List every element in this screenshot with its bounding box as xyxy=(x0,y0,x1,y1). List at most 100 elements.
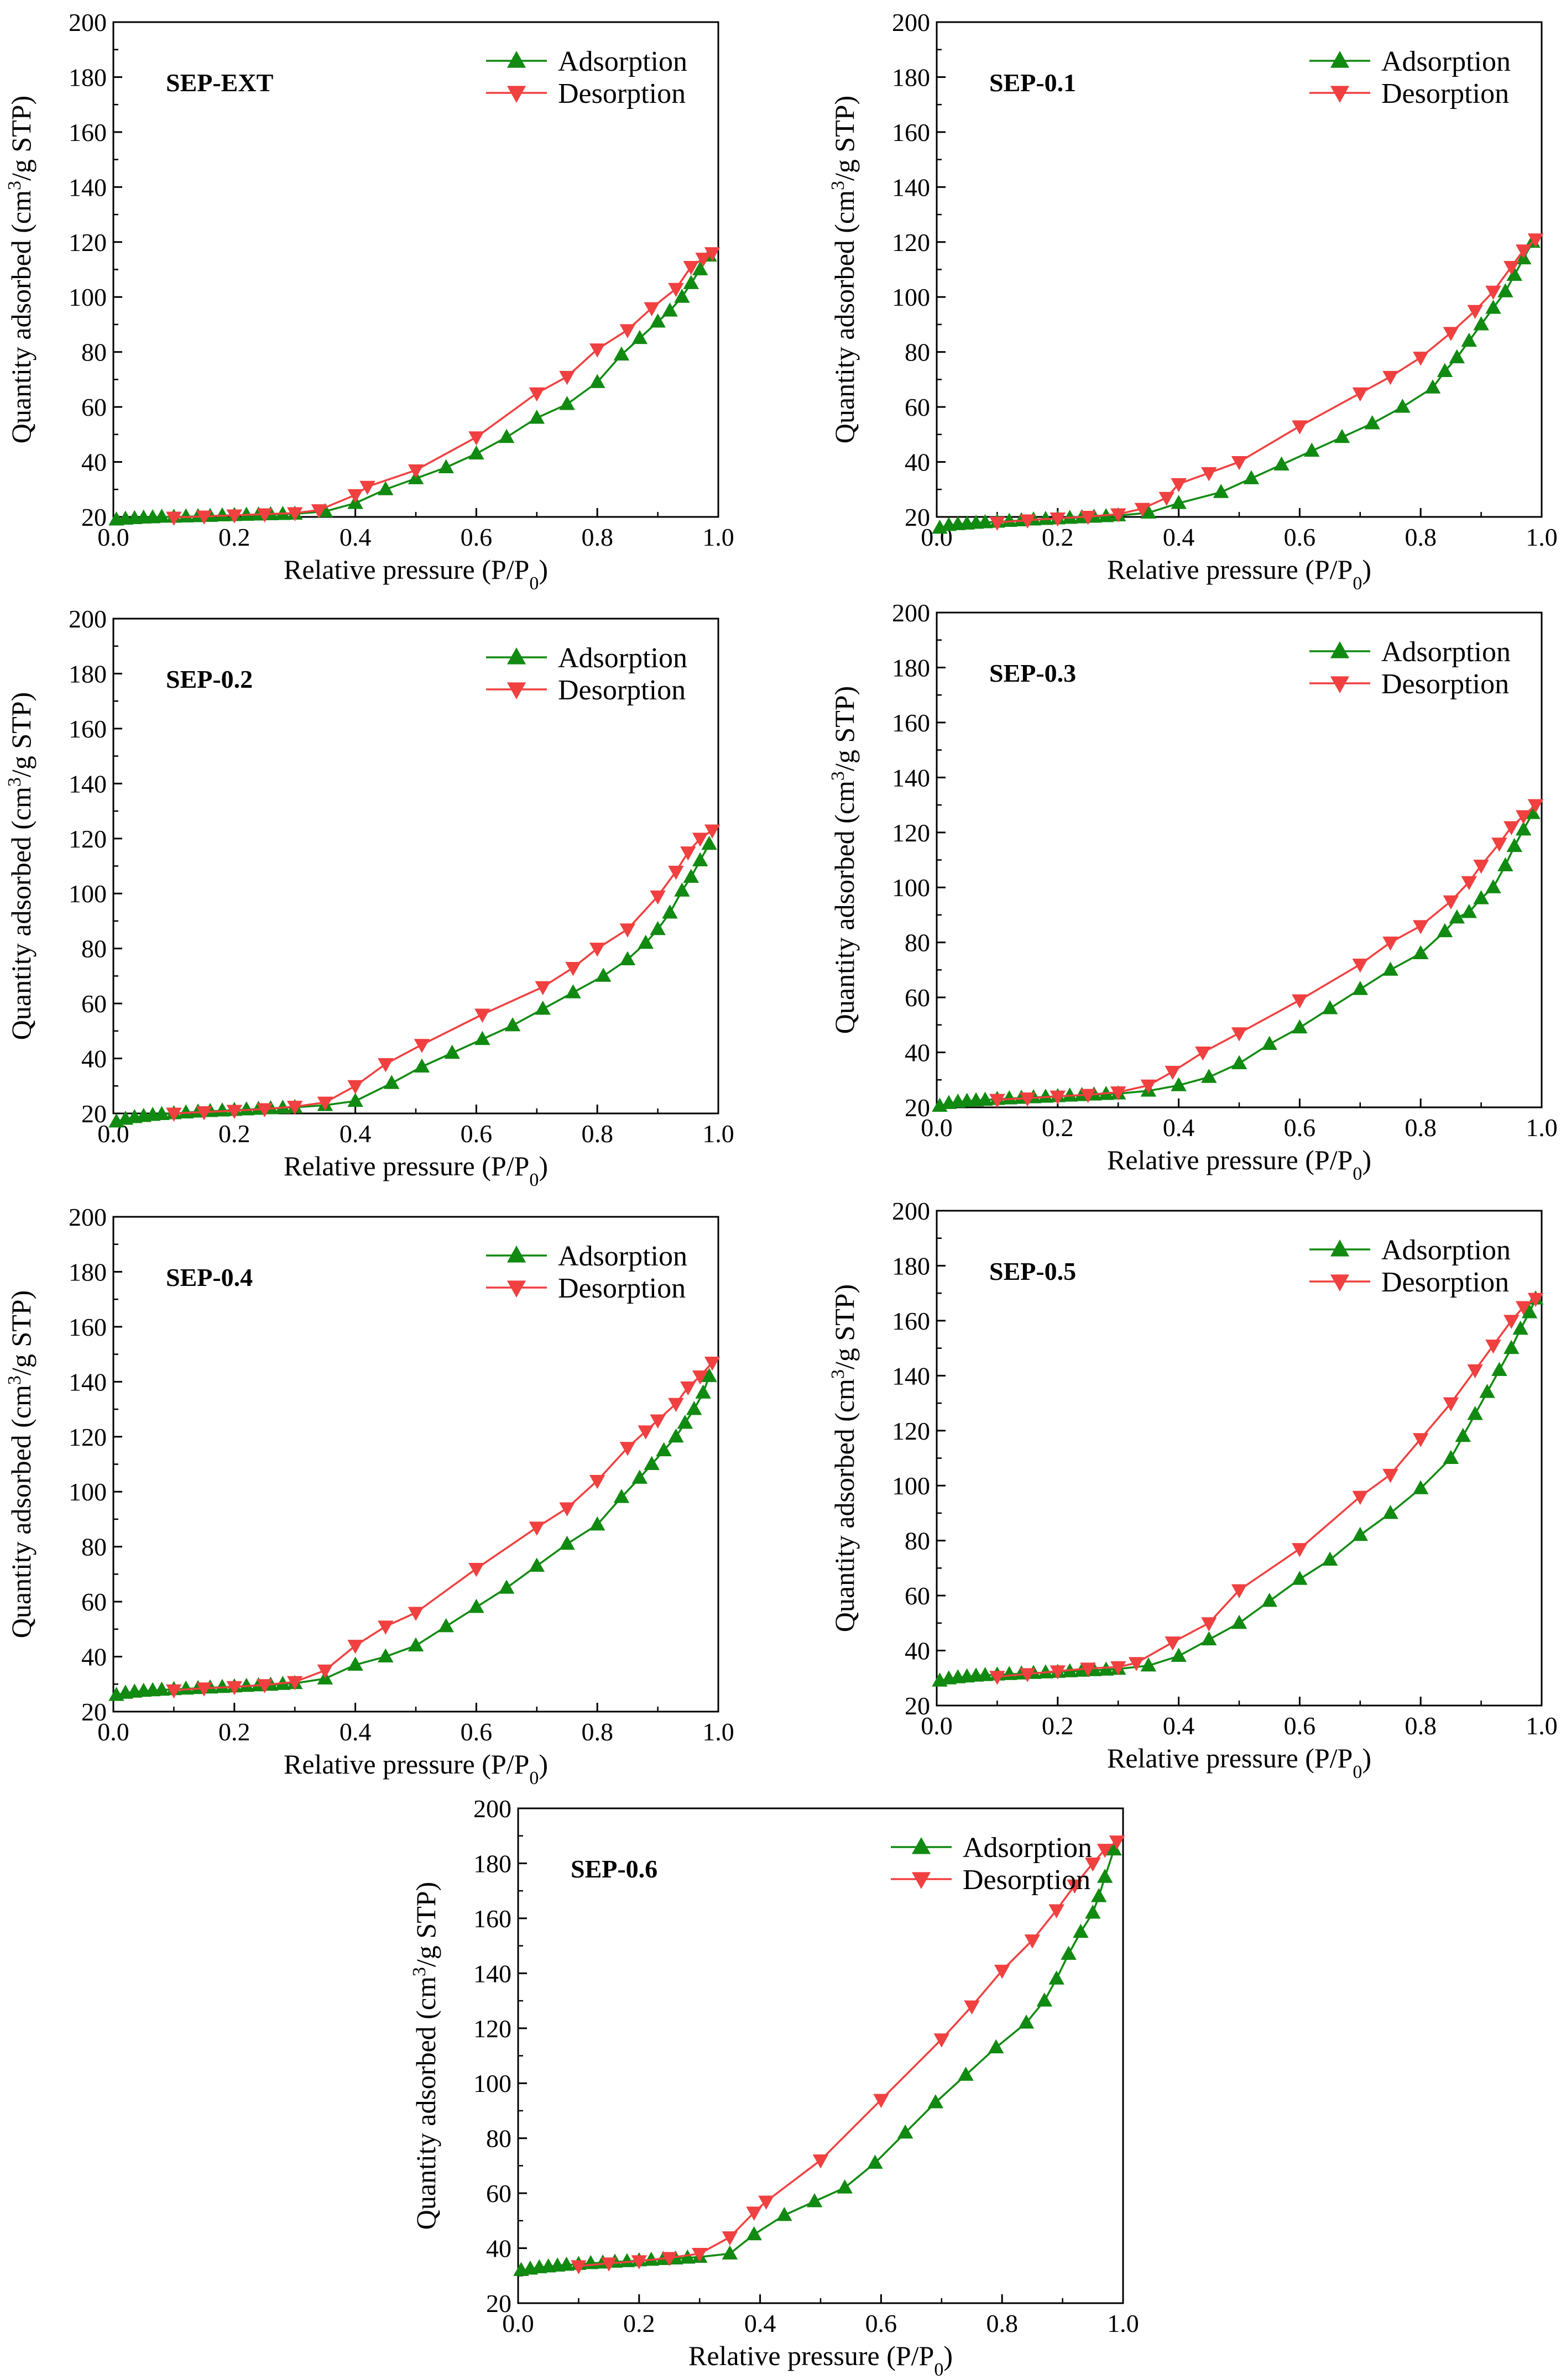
y-axis-title: Quantity adsorbed (cm3/g STP) xyxy=(828,1284,860,1632)
isotherm-chart: 0.0 0.2 0.4 0.6 0.8 1.02040608010012014016018… xyxy=(4,1203,734,1788)
y-tick-label: 40 xyxy=(486,2235,511,2263)
desorption-marker xyxy=(1443,1397,1459,1412)
adsorption-legend-label: Adsorption xyxy=(1381,1235,1511,1266)
desorption-marker xyxy=(1485,1340,1501,1354)
y-axis-title-superscript: 3 xyxy=(4,777,25,787)
y-tick-label: 100 xyxy=(69,1478,107,1506)
desorption-marker xyxy=(746,2206,762,2221)
y-tick-label: 100 xyxy=(473,2069,511,2097)
adsorption-marker xyxy=(468,1599,484,1613)
desorption-marker xyxy=(1109,1835,1125,1850)
adsorption-marker xyxy=(638,934,654,949)
adsorption-marker xyxy=(977,514,993,529)
y-tick-label: 180 xyxy=(69,1258,107,1286)
desorption-marker xyxy=(1024,1934,1041,1949)
panel-title: SEP-EXT xyxy=(166,69,273,97)
desorption-marker xyxy=(1195,1047,1211,1061)
adsorption-marker xyxy=(674,289,690,303)
adsorption-marker xyxy=(1073,1923,1089,1938)
y-tick-label: 60 xyxy=(905,1582,930,1610)
desorption-marker xyxy=(166,1107,182,1122)
adsorption-marker xyxy=(1506,266,1523,281)
y-tick-label: 120 xyxy=(892,1417,930,1445)
isotherm-chart: 0.0 0.2 0.4 0.6 0.8 1.02040608010012014016018… xyxy=(4,605,734,1190)
x-tick-label: 0.8 xyxy=(1405,1113,1437,1142)
desorption-marker xyxy=(359,480,375,495)
y-axis-title: Quantity adsorbed (cm3/g STP) xyxy=(828,96,860,443)
adsorption-marker xyxy=(631,329,648,344)
y-tick-label: 20 xyxy=(905,1692,930,1720)
x-axis-title: Relative pressure (P/P0) xyxy=(1107,1743,1371,1782)
x-axis-title-end: ) xyxy=(1362,554,1371,585)
desorption-marker xyxy=(1292,420,1308,435)
adsorption-marker xyxy=(1304,442,1320,457)
desorption-marker xyxy=(1473,859,1489,874)
desorption-marker xyxy=(1110,1086,1126,1101)
adsorption-marker xyxy=(378,1648,394,1663)
y-tick-label: 40 xyxy=(81,448,107,477)
adsorption-marker xyxy=(1485,879,1501,893)
y-axis-title: Quantity adsorbed (cm3/g STP) xyxy=(4,96,37,443)
adsorption-marker xyxy=(1322,1000,1338,1014)
desorption-marker xyxy=(1165,1636,1181,1651)
x-tick-label: 1.0 xyxy=(702,1120,734,1148)
adsorption-marker xyxy=(468,445,484,460)
adsorption-marker xyxy=(154,1106,170,1120)
adsorption-marker xyxy=(238,1101,254,1116)
adsorption-legend-marker xyxy=(1330,51,1350,68)
y-tick-label: 100 xyxy=(892,1472,930,1500)
desorption-marker xyxy=(1491,838,1507,852)
adsorption-marker xyxy=(722,2245,738,2259)
desorption-line xyxy=(997,804,1537,1101)
adsorption-marker xyxy=(1037,1089,1054,1103)
x-tick-label: 0.0 xyxy=(97,1718,129,1746)
x-tick-label: 0.2 xyxy=(1042,523,1074,551)
adsorption-marker xyxy=(1473,890,1489,904)
y-tick-label: 140 xyxy=(69,1368,107,1396)
desorption-marker xyxy=(704,1357,721,1371)
x-axis-title-text: Relative pressure (P/P xyxy=(1107,1144,1353,1175)
desorption-marker xyxy=(1080,1662,1096,1677)
desorption-marker xyxy=(1503,821,1520,835)
y-tick-label: 180 xyxy=(892,653,930,682)
x-tick-label: 0.2 xyxy=(623,2309,655,2337)
adsorption-marker xyxy=(701,1368,717,1382)
adsorption-marker xyxy=(692,261,708,275)
desorption-marker xyxy=(1382,370,1398,385)
isotherm-chart: 0.0 0.2 0.4 0.6 0.8 1.02040608010012014016018… xyxy=(828,8,1558,594)
desorption-marker xyxy=(257,1103,273,1118)
adsorption-marker xyxy=(1512,1320,1528,1335)
desorption-marker xyxy=(1467,305,1483,320)
panel-title: SEP-0.6 xyxy=(571,1855,657,1883)
x-tick-label: 0.6 xyxy=(865,2309,897,2337)
adsorption-marker xyxy=(1061,1945,1077,1960)
adsorption-marker xyxy=(1213,484,1229,498)
adsorption-marker xyxy=(1231,1614,1247,1629)
y-tick-label: 140 xyxy=(69,173,107,201)
desorption-marker xyxy=(559,1502,575,1517)
desorption-marker xyxy=(695,253,711,267)
adsorption-marker xyxy=(154,1681,170,1696)
desorption-marker xyxy=(1412,352,1429,366)
adsorption-marker xyxy=(178,1680,194,1695)
adsorption-marker xyxy=(1364,415,1380,430)
desorption-marker xyxy=(474,1008,490,1023)
adsorption-marker xyxy=(378,481,394,495)
desorption-marker xyxy=(692,1370,708,1385)
adsorption-marker xyxy=(408,1637,424,1652)
adsorption-marker xyxy=(683,869,699,883)
adsorption-marker xyxy=(238,506,254,521)
y-tick-label: 20 xyxy=(486,2289,511,2318)
desorption-marker xyxy=(692,833,708,847)
desorption-marker xyxy=(1110,1661,1126,1676)
adsorption-marker xyxy=(1506,838,1523,852)
desorption-marker xyxy=(989,1671,1005,1685)
desorption-marker xyxy=(1140,1079,1157,1094)
desorption-marker xyxy=(1412,1433,1429,1447)
y-axis-title-superscript: 3 xyxy=(828,181,848,190)
y-tick-label: 60 xyxy=(81,393,107,421)
y-tick-label: 140 xyxy=(892,763,930,792)
x-tick-label: 0.4 xyxy=(1163,523,1195,551)
adsorption-marker xyxy=(1261,1035,1277,1050)
adsorption-marker xyxy=(1497,857,1513,871)
